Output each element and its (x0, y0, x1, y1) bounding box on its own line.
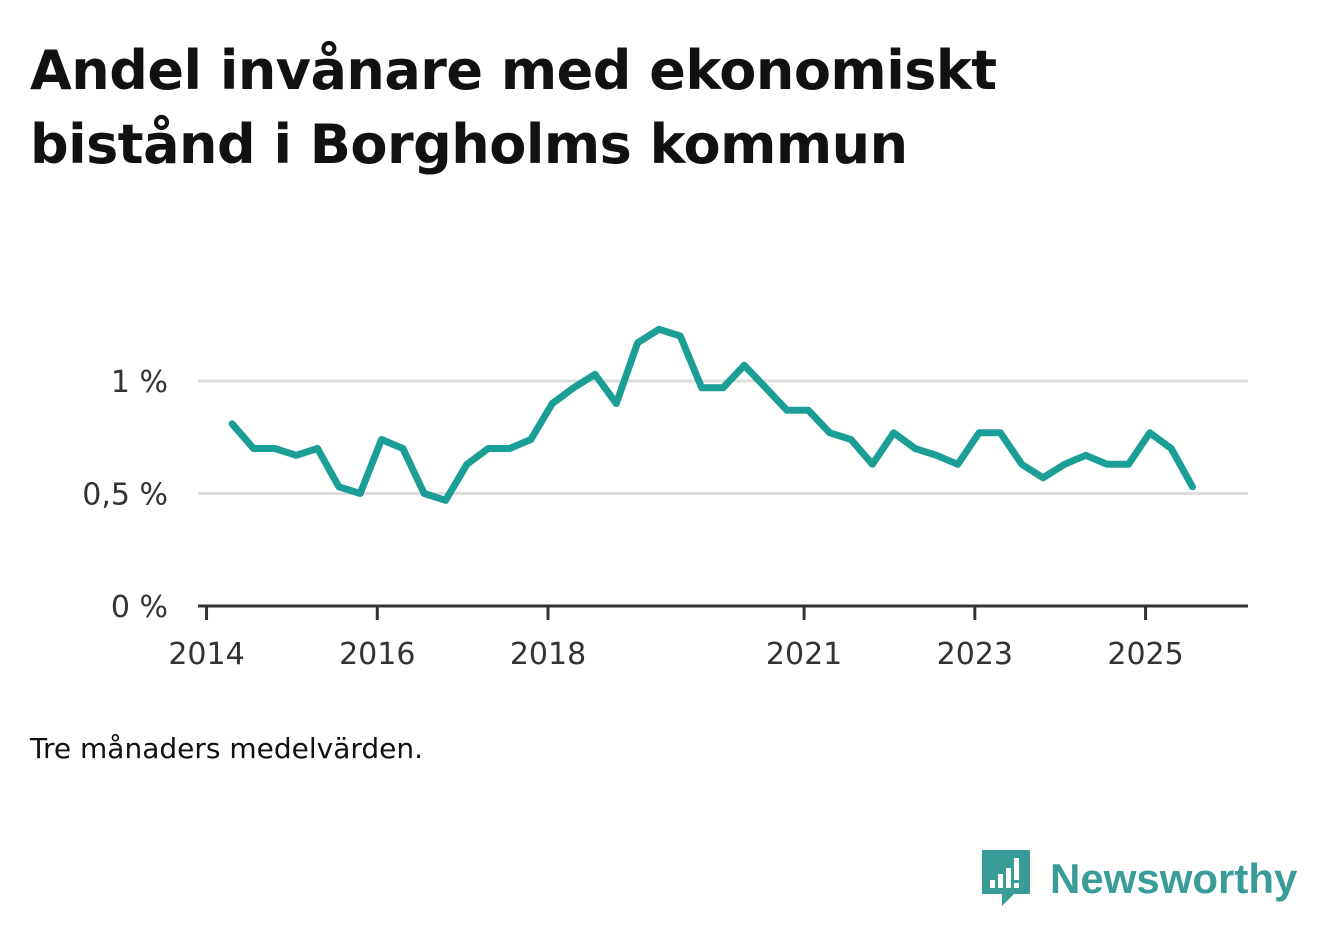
y-axis-labels: 0 % 0,5 % 1 % (82, 365, 168, 625)
chart-title-line-1: Andel invånare med ekonomiskt (30, 39, 997, 102)
x-tick-label: 2021 (766, 637, 842, 672)
chart-title: Andel invånare med ekonomiskt bistånd i … (30, 34, 1230, 182)
brand-logo: Newsworthy (980, 848, 1297, 910)
x-tick-label: 2023 (937, 637, 1013, 672)
brand-name: Newsworthy (1050, 855, 1298, 902)
chart-title-line-2: bistånd i Borgholms kommun (30, 113, 908, 176)
y-tick-label: 0 % (111, 590, 168, 625)
chart-bubble-icon (982, 850, 1030, 906)
gridlines (198, 379, 1248, 495)
x-axis: 2014 2016 2018 2021 2023 2025 (168, 604, 1248, 672)
y-tick-label: 0,5 % (82, 478, 168, 513)
x-tick-label: 2014 (168, 637, 244, 672)
x-tick-label: 2016 (339, 637, 415, 672)
series-layer (228, 325, 1196, 504)
series-line-0 (228, 325, 1196, 504)
x-tick-label: 2018 (510, 637, 586, 672)
footnote: Tre månaders medelvärden. (30, 732, 424, 765)
x-tick-label: 2025 (1107, 637, 1183, 672)
y-tick-label: 1 % (111, 365, 168, 400)
